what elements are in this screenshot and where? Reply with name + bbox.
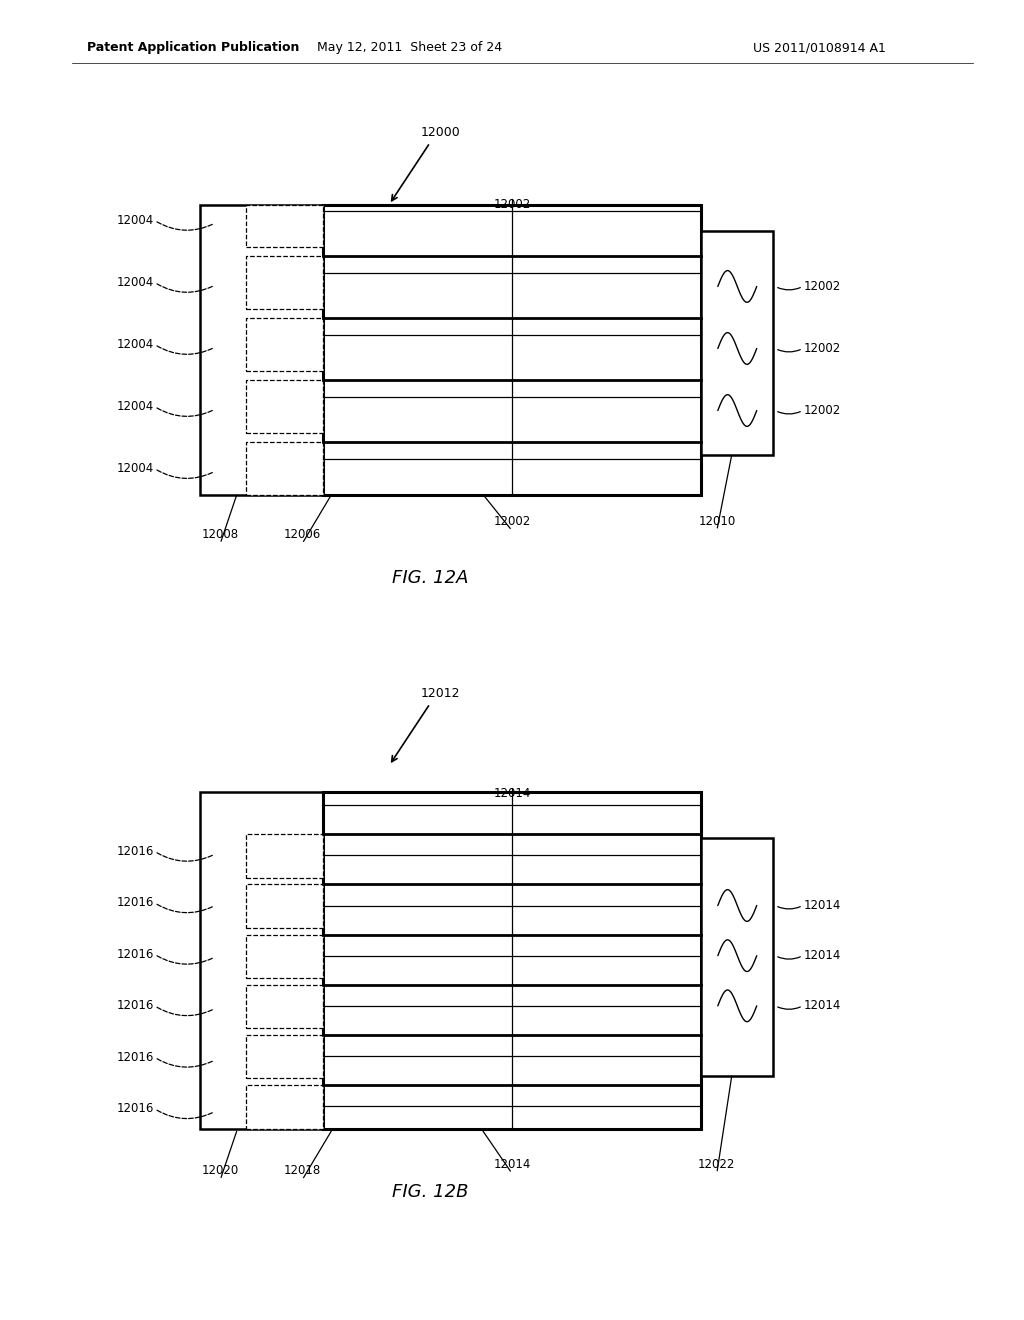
Text: 12004: 12004 [117,400,154,413]
Text: 12002: 12002 [804,280,841,293]
Text: US 2011/0108914 A1: US 2011/0108914 A1 [753,41,886,54]
Text: 12014: 12014 [804,899,841,912]
Text: 12010: 12010 [698,515,735,528]
Text: 12014: 12014 [494,1158,530,1171]
Text: 12004: 12004 [117,214,154,227]
Text: 12008: 12008 [202,528,239,541]
Bar [200,205,323,495]
Bar [246,834,323,878]
Text: 12014: 12014 [804,999,841,1012]
Text: 12006: 12006 [284,528,321,541]
Text: 12014: 12014 [494,787,530,800]
Text: 12016: 12016 [117,845,154,858]
Text: 12020: 12020 [202,1164,239,1177]
Bar [701,231,773,455]
Text: 12002: 12002 [804,342,841,355]
Bar [246,256,323,309]
Text: 12016: 12016 [117,948,154,961]
Text: 12018: 12018 [284,1164,321,1177]
Text: May 12, 2011  Sheet 23 of 24: May 12, 2011 Sheet 23 of 24 [317,41,502,54]
Text: 12016: 12016 [117,1051,154,1064]
Text: 12004: 12004 [117,462,154,475]
Text: 12016: 12016 [117,896,154,909]
Bar [246,1035,323,1078]
Bar [246,442,323,495]
Text: 12012: 12012 [421,686,460,700]
Bar [246,380,323,433]
Text: 12016: 12016 [117,999,154,1012]
Bar [323,792,701,1129]
Bar [246,935,323,978]
Text: 12002: 12002 [494,198,530,211]
Text: 12022: 12022 [698,1158,735,1171]
Bar [246,205,323,247]
Bar [701,838,773,1076]
Bar [246,1085,323,1129]
Text: 12014: 12014 [804,949,841,962]
Bar [246,884,323,928]
Text: 12002: 12002 [804,404,841,417]
Bar [246,318,323,371]
Text: 12002: 12002 [494,515,530,528]
Bar [200,792,323,1129]
Text: 12004: 12004 [117,338,154,351]
Bar [323,205,701,495]
Text: Patent Application Publication: Patent Application Publication [87,41,299,54]
Text: 12000: 12000 [421,125,460,139]
Text: 12016: 12016 [117,1102,154,1115]
Text: 12004: 12004 [117,276,154,289]
Text: FIG. 12A: FIG. 12A [392,569,468,587]
Bar [246,985,323,1028]
Text: FIG. 12B: FIG. 12B [392,1183,468,1201]
